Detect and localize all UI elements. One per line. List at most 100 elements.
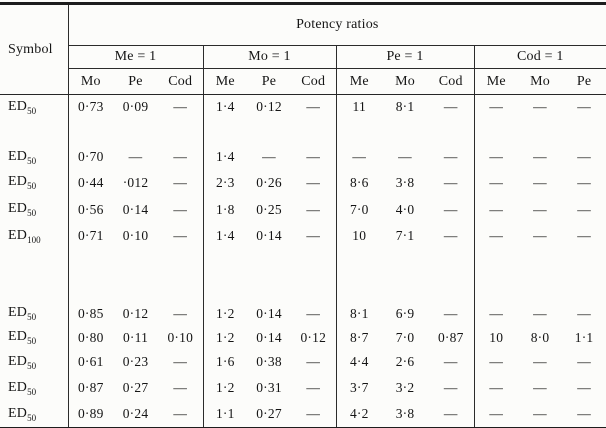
- empty-cell-dash: —: [577, 406, 591, 421]
- empty-cell-dash: —: [306, 354, 321, 369]
- spacer-cell: [473, 248, 606, 302]
- value-cell: 10: [335, 223, 382, 249]
- table-row: ED50 0·56 0·14 — 1·8 0·25 — 7·0 4·0 — — — —: [0, 195, 606, 224]
- value-cell: 0·12: [256, 99, 282, 115]
- value-cell: 0·12: [122, 305, 149, 321]
- empty-cell-dash: —: [577, 305, 591, 321]
- empty-cell-dash: —: [335, 144, 382, 170]
- spacer-symbol-cell: [0, 248, 69, 302]
- spacer-symbol-cell: [0, 119, 69, 145]
- empty-cell-dash: —: [533, 149, 547, 164]
- empty-cell-dash: —: [443, 201, 458, 217]
- empty-cell-dash: —: [473, 169, 518, 196]
- group-header-pe-equals-1: Pe = 1: [335, 45, 474, 69]
- row-symbol-label: ED50: [0, 349, 69, 375]
- value-cell: 0·10: [167, 329, 194, 345]
- value-cell: 0·87: [437, 329, 464, 345]
- empty-cell-dash: —: [306, 201, 321, 217]
- value-cell: 1·2: [202, 325, 247, 350]
- row-symbol-label: ED50: [0, 195, 69, 224]
- empty-cell-dash: —: [306, 174, 321, 190]
- subcol-header: Mo: [68, 68, 113, 95]
- empty-cell-dash: —: [306, 99, 321, 115]
- spacer-cell: [68, 120, 203, 145]
- value-cell: 0·73: [77, 99, 104, 115]
- empty-cell-dash: —: [533, 380, 547, 395]
- subcol-header: Pe: [113, 68, 158, 95]
- title-row: Symbol Potency ratios: [0, 3, 606, 95]
- empty-cell-dash: —: [473, 301, 518, 326]
- empty-cell-dash: —: [473, 94, 518, 120]
- subcol-header: Cod: [158, 68, 203, 95]
- spacer-cell: [202, 119, 336, 145]
- empty-cell-dash: —: [533, 305, 547, 321]
- group-header-row: Me = 1 Mo = 1 Pe = 1 Cod = 1: [0, 45, 606, 69]
- row-symbol-label: ED50: [0, 374, 69, 402]
- value-cell: 1·2: [202, 374, 247, 402]
- spacer-cell: [202, 248, 336, 302]
- empty-cell-dash: —: [473, 374, 518, 402]
- value-cell: 0·10: [122, 228, 149, 243]
- value-cell: 1·1: [574, 329, 594, 345]
- value-cell: 3·7: [335, 374, 382, 402]
- empty-cell-dash: —: [306, 149, 321, 164]
- value-cell: 0·09: [122, 99, 149, 115]
- value-cell: 0·23: [122, 354, 149, 369]
- value-cell: 8·1: [335, 301, 382, 326]
- empty-cell-dash: —: [577, 228, 591, 243]
- value-cell: 0·14: [256, 305, 282, 321]
- value-cell: 0·56: [77, 201, 104, 217]
- subcol-header: Me: [473, 68, 518, 95]
- value-cell: 11: [335, 94, 382, 120]
- value-cell: 2·3: [202, 169, 247, 196]
- group-header-me-equals-1: Me = 1: [68, 45, 203, 69]
- row-symbol-label: ED50: [0, 144, 69, 170]
- row-symbol-label: ED50: [0, 94, 69, 120]
- value-cell: 0·27: [122, 380, 149, 395]
- empty-cell-dash: —: [577, 201, 591, 217]
- value-cell: 0·14: [256, 329, 282, 345]
- value-cell: 1·4: [202, 223, 247, 249]
- spacer-cell: [335, 119, 474, 145]
- empty-cell-dash: —: [173, 406, 188, 421]
- subcol-header: Mo: [382, 68, 428, 95]
- value-cell: 1·4: [202, 144, 247, 170]
- group-header-mo-equals-1: Mo = 1: [202, 45, 336, 69]
- empty-cell-dash: —: [306, 380, 321, 395]
- row-symbol-label: ED100: [0, 223, 69, 249]
- empty-cell-dash: —: [173, 149, 188, 164]
- value-cell: 0·85: [77, 305, 104, 321]
- value-cell: 1·4: [202, 94, 247, 120]
- value-cell: ·012: [122, 174, 149, 190]
- empty-cell-dash: —: [306, 406, 321, 421]
- value-cell: 0·38: [256, 354, 282, 369]
- empty-cell-dash: —: [173, 99, 188, 115]
- value-cell: 0·31: [256, 380, 282, 395]
- empty-cell-dash: —: [262, 149, 276, 164]
- value-cell: 8·7: [335, 325, 382, 350]
- value-cell: 0·87: [77, 380, 104, 395]
- spacer-row: [0, 119, 606, 145]
- value-cell: 0·26: [256, 174, 282, 190]
- value-cell: 0·25: [256, 201, 282, 217]
- value-cell: 1·1: [202, 401, 247, 428]
- value-cell: 7·0: [395, 329, 415, 345]
- empty-cell-dash: —: [443, 406, 458, 421]
- table-row: ED50 0·70 — — 1·4 — — — — — — — —: [0, 144, 606, 170]
- table-row: ED50 0·87 0·27 — 1·2 0·31 — 3·7 3·2 — — — —: [0, 374, 606, 402]
- subcol-header: Pe: [247, 68, 291, 95]
- empty-cell-dash: —: [473, 223, 518, 249]
- value-cell: 1·2: [202, 301, 247, 326]
- empty-cell-dash: —: [443, 380, 458, 395]
- value-cell: 0·61: [77, 354, 104, 369]
- empty-cell-dash: —: [533, 406, 547, 421]
- empty-cell-dash: —: [173, 305, 188, 321]
- empty-cell-dash: —: [443, 305, 458, 321]
- table-row: ED50 0·61 0·23 — 1·6 0·38 — 4·4 2·6 — — — —: [0, 349, 606, 375]
- value-cell: 4·4: [335, 349, 382, 375]
- subcol-header: Me: [202, 68, 247, 95]
- empty-cell-dash: —: [473, 195, 518, 224]
- empty-cell-dash: —: [306, 228, 321, 243]
- table-title: Potency ratios: [68, 3, 606, 46]
- empty-cell-dash: —: [173, 228, 188, 243]
